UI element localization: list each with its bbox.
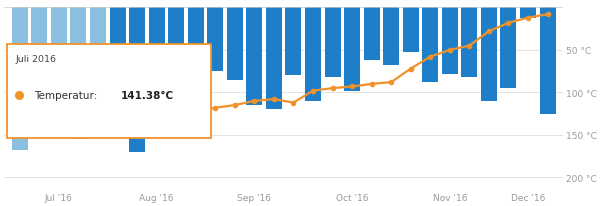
Bar xyxy=(227,8,243,80)
Bar xyxy=(148,8,165,135)
FancyBboxPatch shape xyxy=(7,45,211,138)
Bar xyxy=(383,8,399,66)
Bar xyxy=(423,8,438,83)
Bar xyxy=(540,8,555,114)
Text: Temperatur:: Temperatur: xyxy=(34,90,100,100)
Bar xyxy=(207,8,224,72)
Text: 141.38°C: 141.38°C xyxy=(120,90,174,100)
Bar xyxy=(325,8,341,78)
Bar xyxy=(70,8,87,139)
Bar xyxy=(285,8,302,76)
Text: Juli 2016: Juli 2016 xyxy=(16,54,56,63)
Bar xyxy=(129,8,145,152)
Bar xyxy=(109,8,126,93)
Bar xyxy=(266,8,282,110)
Bar xyxy=(501,8,516,89)
Bar xyxy=(364,8,380,61)
Bar xyxy=(305,8,321,101)
Bar xyxy=(462,8,477,78)
Bar xyxy=(90,8,106,114)
Bar xyxy=(481,8,497,101)
Bar xyxy=(188,8,204,100)
Bar xyxy=(344,8,360,91)
Bar xyxy=(442,8,458,74)
Bar xyxy=(246,8,263,106)
Bar xyxy=(520,8,536,19)
Bar xyxy=(403,8,419,52)
Bar xyxy=(51,8,67,110)
Bar xyxy=(12,8,28,150)
Bar xyxy=(168,8,184,114)
Bar xyxy=(31,8,47,127)
